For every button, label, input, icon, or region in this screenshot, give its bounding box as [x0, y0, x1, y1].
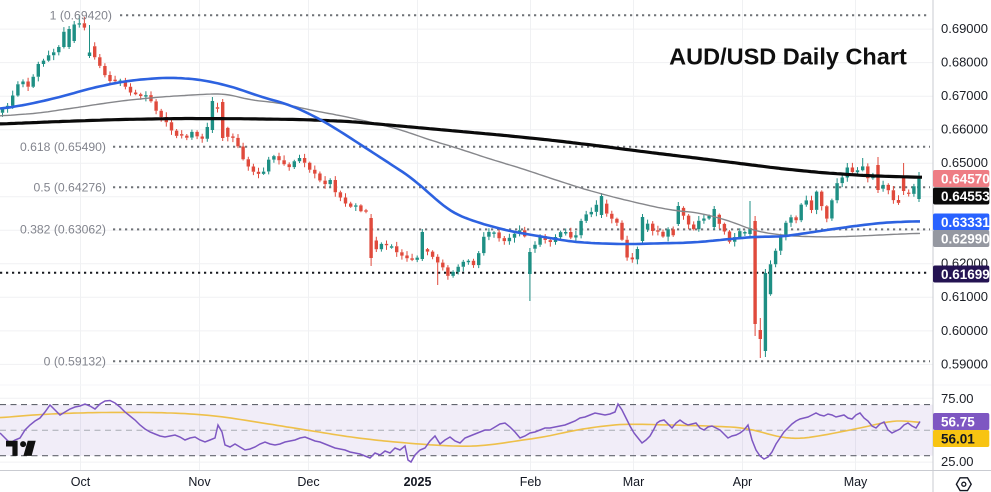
svg-text:0 (0.59132): 0 (0.59132)	[44, 355, 106, 369]
svg-text:0.61000: 0.61000	[941, 289, 988, 304]
svg-text:0.62990: 0.62990	[941, 231, 990, 246]
svg-text:1 (0.69420): 1 (0.69420)	[50, 9, 112, 23]
svg-text:Mar: Mar	[623, 475, 645, 489]
svg-text:Oct: Oct	[71, 475, 91, 489]
svg-text:0.61699: 0.61699	[941, 267, 990, 282]
svg-text:May: May	[844, 475, 868, 489]
svg-text:0.69000: 0.69000	[941, 21, 988, 36]
svg-text:0.60000: 0.60000	[941, 323, 988, 338]
svg-text:56.75: 56.75	[941, 414, 975, 429]
svg-text:0.618 (0.65490): 0.618 (0.65490)	[20, 140, 106, 154]
svg-text:2025: 2025	[404, 475, 432, 489]
svg-text:0.65000: 0.65000	[941, 155, 988, 170]
svg-text:0.68000: 0.68000	[941, 55, 988, 70]
svg-text:0.63331: 0.63331	[941, 215, 990, 230]
svg-text:0.66000: 0.66000	[941, 122, 988, 137]
svg-text:AUD/USD Daily Chart: AUD/USD Daily Chart	[669, 44, 907, 70]
svg-text:0.382 (0.63062): 0.382 (0.63062)	[20, 223, 106, 237]
svg-text:0.64570: 0.64570	[941, 171, 990, 186]
svg-text:0.59000: 0.59000	[941, 356, 988, 371]
svg-text:0.64553: 0.64553	[941, 189, 990, 204]
svg-text:56.01: 56.01	[941, 431, 975, 446]
svg-text:75.00: 75.00	[941, 391, 974, 406]
svg-text:25.00: 25.00	[941, 454, 974, 469]
svg-text:0.67000: 0.67000	[941, 88, 988, 103]
svg-text:Nov: Nov	[188, 475, 211, 489]
svg-text:0.5 (0.64276): 0.5 (0.64276)	[33, 181, 106, 195]
svg-text:Apr: Apr	[733, 475, 752, 489]
svg-text:Dec: Dec	[297, 475, 319, 489]
svg-text:Feb: Feb	[520, 475, 542, 489]
